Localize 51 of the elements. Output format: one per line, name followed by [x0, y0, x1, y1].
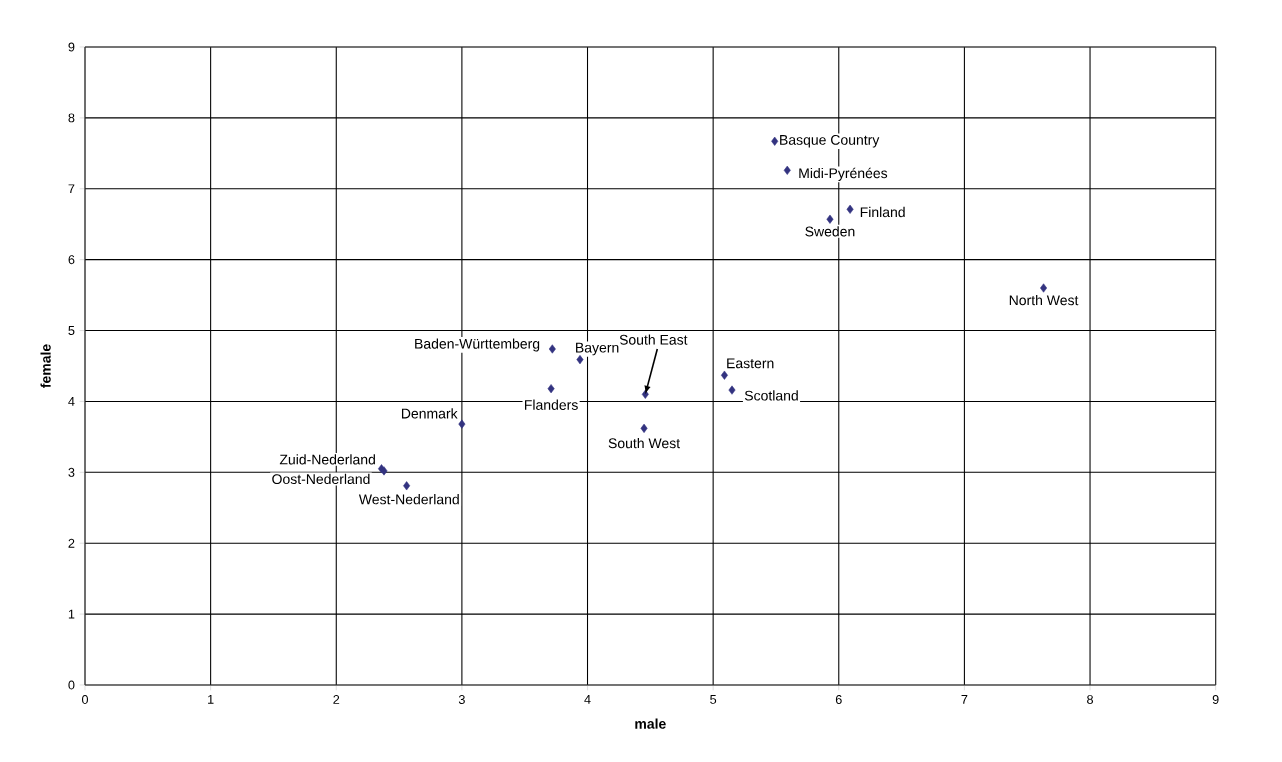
annotation: Zuid-Nederland — [279, 454, 375, 465]
x-tick-label: 9 — [1212, 695, 1219, 704]
annotation: West-Nederland — [358, 494, 459, 505]
annotation: Bayern — [576, 342, 619, 356]
y-tick-label: 0 — [68, 680, 75, 690]
point — [548, 344, 556, 354]
x-tick-label: 8 — [1087, 695, 1094, 704]
x-tick-label: 2 — [333, 695, 340, 704]
annotation: Oost-Nederland — [272, 473, 370, 485]
y-tick-label: 9 — [68, 42, 75, 52]
point — [403, 481, 411, 491]
point — [846, 204, 854, 214]
x-tick-label: 3 — [458, 695, 465, 704]
point — [728, 385, 736, 395]
point — [458, 419, 466, 429]
annotation: Baden-Württemberg — [415, 338, 540, 352]
x-axis-title: male — [635, 718, 666, 729]
x-tick-label: 7 — [961, 695, 968, 704]
x-tick-label: 4 — [584, 695, 591, 704]
annotation: Midi-Pyrénées — [799, 167, 888, 181]
x-tick-label: 0 — [81, 695, 89, 704]
y-tick-label: 6 — [68, 255, 75, 265]
point — [576, 355, 584, 365]
y-tick-label: 2 — [68, 538, 75, 548]
point — [640, 423, 648, 433]
annotation: Finland — [860, 206, 905, 218]
point — [783, 165, 791, 175]
y-axis-title: female — [40, 344, 51, 388]
y-tick-label: 1 — [68, 609, 75, 619]
point — [547, 384, 555, 394]
annotation: Denmark — [401, 408, 458, 419]
annotation: South West — [608, 437, 680, 449]
annotation: Eastern — [727, 358, 774, 369]
y-tick-label: 4 — [68, 397, 75, 406]
y-tick-label: 8 — [68, 113, 75, 123]
annotation: Sweden — [805, 226, 855, 237]
y-tick-label: 5 — [68, 326, 75, 335]
y-tick-label: 7 — [68, 184, 75, 194]
point — [1040, 283, 1048, 293]
annotation: Scotland — [744, 390, 798, 401]
point — [720, 370, 728, 380]
x-tick-label: 1 — [208, 695, 214, 704]
x-tick-label: 6 — [835, 695, 842, 704]
point — [826, 214, 834, 224]
annotation: Basque Country — [780, 134, 880, 148]
x-tick-label: 5 — [710, 695, 717, 704]
point — [771, 136, 779, 146]
annotation: North West — [1009, 294, 1079, 306]
y-tick-label: 3 — [68, 467, 75, 477]
annotation: South East — [619, 334, 688, 345]
annotation: Flanders — [525, 399, 578, 410]
